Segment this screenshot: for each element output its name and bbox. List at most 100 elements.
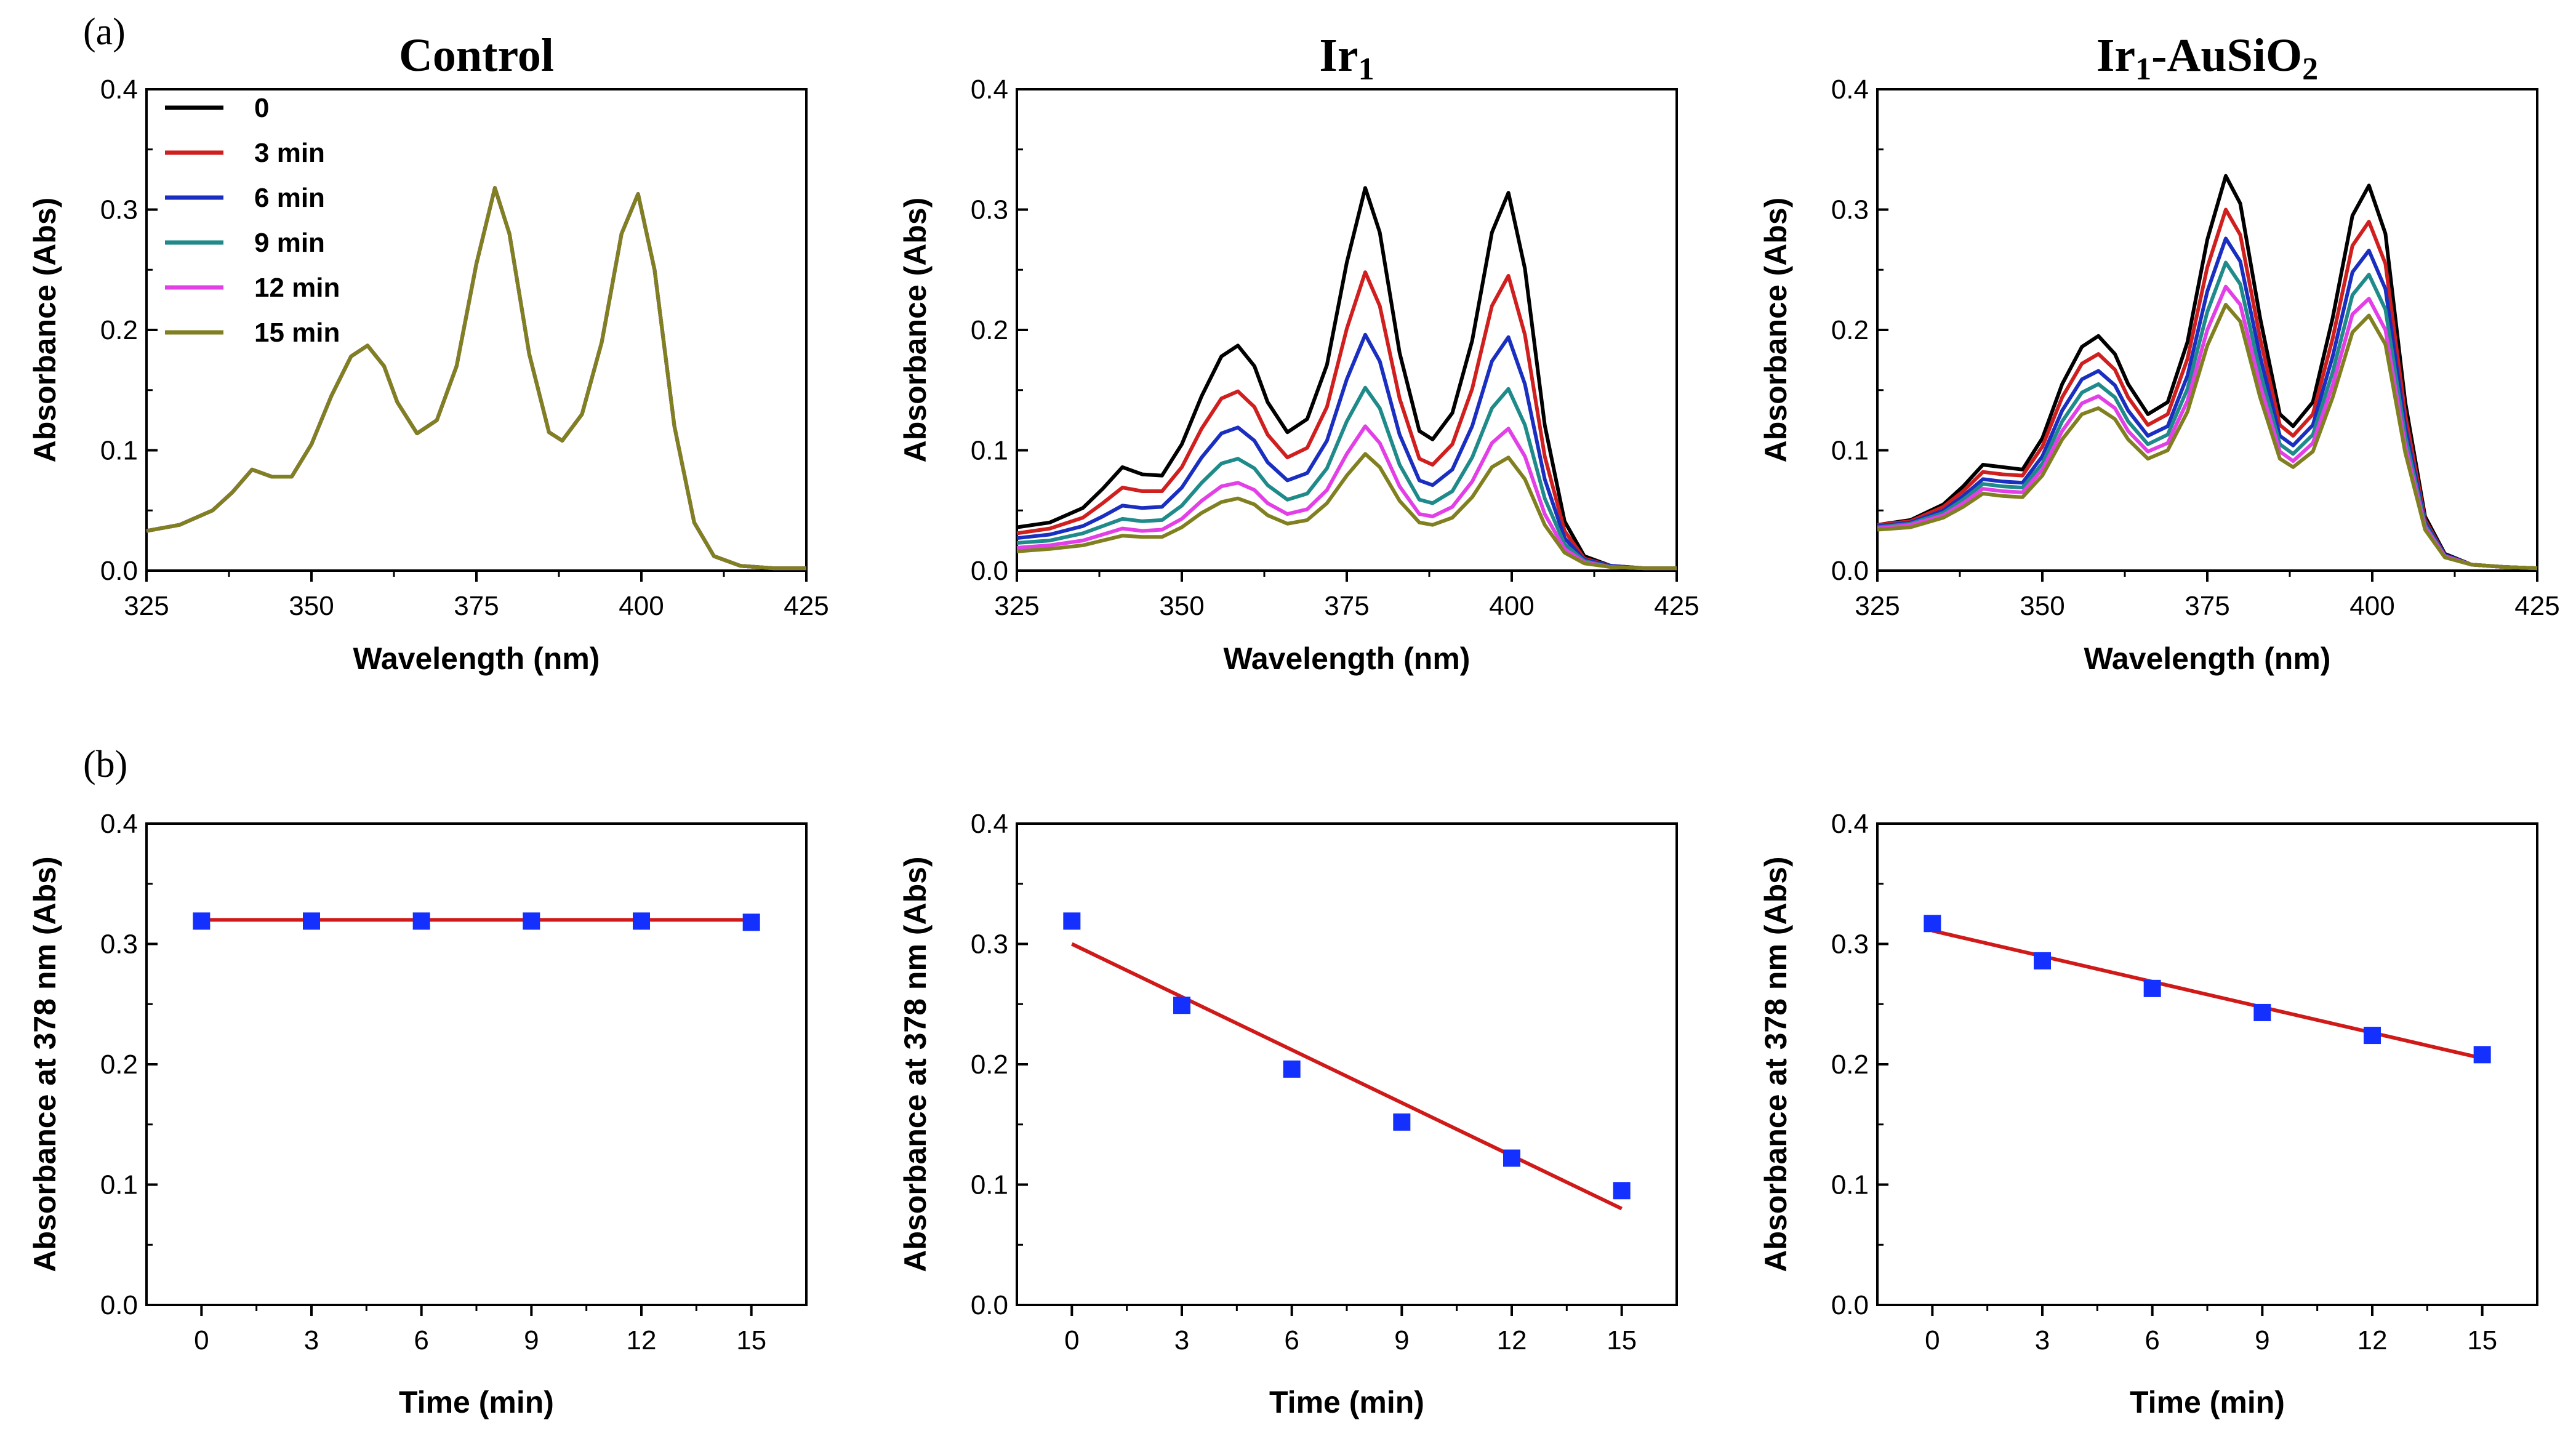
data-point xyxy=(2364,1027,2381,1045)
legend-label: 0 xyxy=(254,93,269,123)
y-tick-label: 0.4 xyxy=(100,809,138,839)
title-part: -AuSiO xyxy=(2151,30,2302,81)
y-tick-label: 0.4 xyxy=(1831,74,1869,105)
x-tick-label: 425 xyxy=(2514,591,2559,621)
x-tick-label: 0 xyxy=(194,1325,209,1355)
y-tick-label: 0.2 xyxy=(1831,315,1869,345)
x-tick-label: 400 xyxy=(2349,591,2394,621)
chart-title: Control xyxy=(399,30,554,81)
y-tick-label: 0.0 xyxy=(971,556,1008,586)
data-point xyxy=(2253,1003,2271,1021)
data-point xyxy=(523,912,540,930)
series-line-15-min xyxy=(1877,302,2538,571)
x-tick-label: 375 xyxy=(1324,591,1369,621)
fit-line xyxy=(1932,929,2483,1061)
series-line-6-min xyxy=(1877,236,2538,571)
chart-5: 0.0 0.1 0.2 0.3 0.4 0 3 6 9 12 15 Time (min) Absorba… xyxy=(898,809,1678,1419)
data-point xyxy=(303,912,320,930)
y-axis-label: Absorbance (Abs) xyxy=(898,198,933,463)
y-tick-label: 0.4 xyxy=(1831,809,1869,839)
data-point xyxy=(1173,997,1190,1014)
x-tick-label: 400 xyxy=(1489,591,1534,621)
y-axis-label: Absorbance (Abs) xyxy=(28,198,62,463)
legend-label: 6 min xyxy=(254,183,325,213)
y-tick-label: 0.4 xyxy=(971,74,1008,105)
y-tick-label: 0.0 xyxy=(971,1290,1008,1320)
x-tick-label: 325 xyxy=(1855,591,1900,621)
title-subscript: 1 xyxy=(1358,52,1374,87)
series-line-12-min xyxy=(1877,284,2538,571)
x-tick-label: 3 xyxy=(2035,1325,2050,1355)
y-tick-label: 0.0 xyxy=(1831,1290,1869,1320)
legend-label: 3 min xyxy=(254,138,325,168)
data-point xyxy=(193,912,211,930)
y-tick-label: 0.1 xyxy=(100,436,138,466)
series-line-0 xyxy=(1877,174,2538,571)
series-line-9-min xyxy=(146,186,806,571)
x-tick-label: 350 xyxy=(1159,591,1204,621)
chart-6: 0.0 0.1 0.2 0.3 0.4 0 3 6 9 12 15 Time (min) Absorba… xyxy=(1759,809,2538,1419)
data-point xyxy=(1503,1149,1520,1167)
x-axis-label: Time (min) xyxy=(2130,1385,2285,1419)
x-tick-label: 425 xyxy=(1654,591,1699,621)
x-tick-label: 375 xyxy=(2185,591,2229,621)
series-line-9-min xyxy=(1877,260,2538,571)
y-tick-label: 0.0 xyxy=(100,556,138,586)
data-point xyxy=(742,913,760,931)
x-tick-label: 425 xyxy=(784,591,829,621)
data-point xyxy=(1063,912,1081,930)
y-axis-label: Absorbance at 378 nm (Abs) xyxy=(1759,856,1793,1272)
data-point xyxy=(412,912,430,930)
series-line-9-min xyxy=(1016,385,1677,571)
data-point xyxy=(2034,952,2051,969)
x-tick-label: 15 xyxy=(1607,1325,1637,1355)
y-tick-label: 0.2 xyxy=(100,315,138,345)
legend-label: 15 min xyxy=(254,318,340,348)
x-axis-label: Time (min) xyxy=(399,1385,554,1419)
x-tick-label: 400 xyxy=(619,591,664,621)
chart-1: 0.0 0.1 0.2 0.3 0.4 325 350 375 400 425 Wavelength… xyxy=(28,30,829,676)
title-part: Ir xyxy=(1319,30,1358,81)
y-tick-label: 0.3 xyxy=(971,195,1008,225)
series-line-3-min xyxy=(146,186,806,571)
y-tick-label: 0.1 xyxy=(100,1170,138,1200)
series-line-0 xyxy=(1016,186,1677,571)
x-axis-label: Time (min) xyxy=(1269,1385,1424,1419)
x-tick-label: 6 xyxy=(414,1325,428,1355)
y-tick-label: 0.3 xyxy=(100,195,138,225)
series-line-3-min xyxy=(1016,270,1677,571)
y-tick-label: 0.1 xyxy=(1831,1170,1869,1200)
x-tick-label: 350 xyxy=(2020,591,2064,621)
data-point xyxy=(1393,1113,1411,1131)
series-line-6-min xyxy=(146,186,806,571)
series-line-12-min xyxy=(1016,424,1677,571)
y-tick-label: 0.3 xyxy=(1831,195,1869,225)
y-tick-label: 0.3 xyxy=(100,929,138,960)
y-tick-label: 0.1 xyxy=(1831,436,1869,466)
series-line-15-min xyxy=(146,186,806,571)
x-axis-label: Wavelength (nm) xyxy=(1224,641,1471,676)
series-line-0 xyxy=(146,186,806,571)
y-tick-label: 0.0 xyxy=(100,1290,138,1320)
x-tick-label: 12 xyxy=(2357,1325,2388,1355)
panel-label-b: (b) xyxy=(83,744,127,785)
x-tick-label: 9 xyxy=(1394,1325,1409,1355)
y-axis-label: Absorbance (Abs) xyxy=(1759,198,1793,463)
legend-label: 9 min xyxy=(254,228,325,258)
chart-2: 0.0 0.1 0.2 0.3 0.4 325 350 375 400 425 Wavelength… xyxy=(898,30,1699,676)
x-tick-label: 350 xyxy=(289,591,334,621)
charts: 0.0 0.1 0.2 0.3 0.4 325 350 375 400 425 Wavelength… xyxy=(28,30,2560,1419)
data-point xyxy=(2143,979,2161,997)
title-subscript: 2 xyxy=(2302,52,2318,87)
x-tick-label: 6 xyxy=(2145,1325,2159,1355)
x-tick-label: 15 xyxy=(736,1325,766,1355)
x-tick-label: 9 xyxy=(524,1325,539,1355)
x-tick-label: 0 xyxy=(1925,1325,1940,1355)
series-line-3-min xyxy=(1877,207,2538,571)
y-tick-label: 0.2 xyxy=(971,315,1008,345)
data-point xyxy=(1613,1182,1631,1200)
x-tick-label: 375 xyxy=(454,591,499,621)
y-tick-label: 0.2 xyxy=(1831,1050,1869,1080)
x-axis-label: Wavelength (nm) xyxy=(353,641,600,676)
